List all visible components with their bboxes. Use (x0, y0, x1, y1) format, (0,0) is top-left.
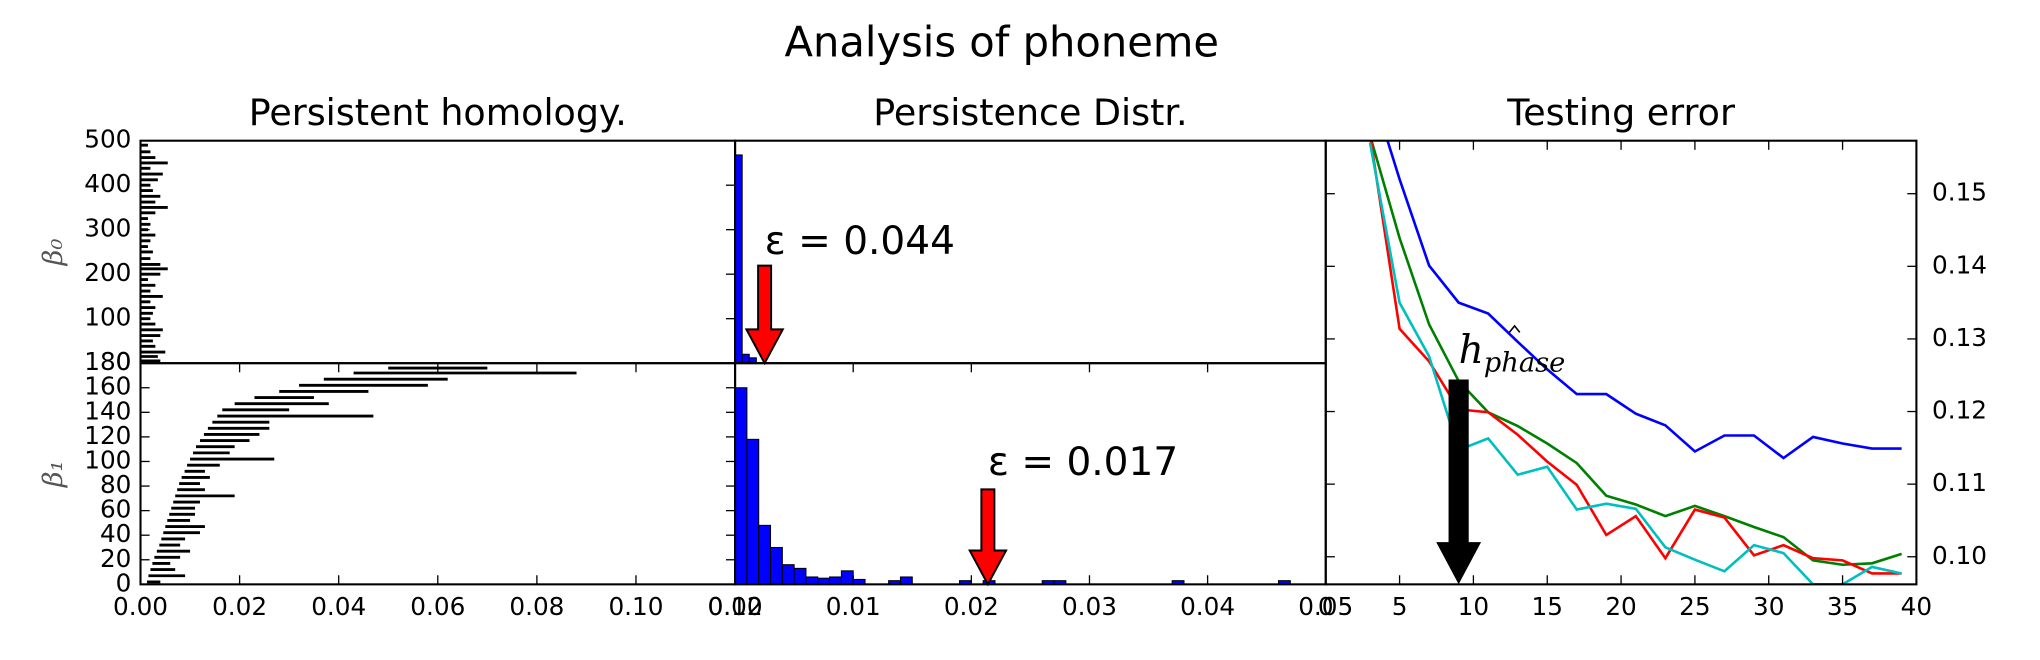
histogram-bar (735, 387, 748, 585)
y-tick-label: 0.15 (1932, 178, 1987, 207)
histogram-bar (829, 576, 842, 585)
annotation-label: hphase (1459, 328, 1566, 378)
y-tick-label: 200 (84, 258, 131, 287)
y-tick-label: 0.14 (1932, 250, 1987, 279)
annotation-arrow (1436, 379, 1482, 585)
histogram-bar (741, 353, 750, 364)
histogram-bar (769, 546, 783, 585)
y-tick-label: 400 (84, 169, 131, 198)
x-tick-label: 30 (1753, 592, 1784, 621)
y-axis-label: β₁ (38, 460, 69, 488)
x-tick-label: 5 (1392, 592, 1408, 621)
histogram-bar (840, 570, 854, 585)
y-tick-label: 0.13 (1932, 323, 1987, 352)
y-tick-label: 0.11 (1932, 468, 1987, 497)
plot-area (735, 154, 757, 364)
annotation-arrow (968, 488, 1008, 587)
annotation-label: ε = 0.044 (765, 219, 955, 264)
plot-area (140, 143, 168, 363)
histogram-bar (735, 154, 743, 364)
x-tick-label: 0.06 (410, 592, 465, 621)
y-tick-label: 140 (84, 396, 131, 425)
y-tick-label: 120 (84, 421, 131, 450)
histogram-bar (746, 438, 760, 585)
x-tick-label: 35 (1827, 592, 1858, 621)
y-tick-label: 20 (100, 544, 131, 573)
x-tick-label: 40 (1901, 592, 1932, 621)
x-tick-label: 0.08 (509, 592, 564, 621)
y-tick-label: 40 (100, 519, 131, 548)
x-tick-label: 0.10 (608, 592, 663, 621)
y-tick-label: 500 (84, 125, 131, 154)
histogram-bar (805, 576, 819, 585)
annotation-subscript: phase (1484, 347, 1566, 378)
y-tick-label: 80 (100, 470, 131, 499)
x-tick-label: 0.02 (944, 592, 999, 621)
panel-title: Persistent homology. (249, 91, 627, 134)
y-tick-label: 100 (84, 303, 131, 332)
x-tick-label: 0.03 (1062, 592, 1117, 621)
axes-frame (139, 362, 737, 586)
y-tick-label: 60 (100, 495, 131, 524)
y-tick-label: 0.10 (1932, 541, 1987, 570)
annotation-arrow (744, 264, 785, 366)
histogram-bar (899, 576, 913, 585)
x-tick-label: 0.01 (826, 592, 881, 621)
x-tick-label: 0.12 (708, 592, 763, 621)
plot-area (146, 366, 577, 584)
figure-title: Analysis of phoneme (785, 18, 1220, 67)
x-tick-label: 25 (1679, 592, 1710, 621)
x-tick-label: 15 (1532, 592, 1563, 621)
y-tick-label: 100 (84, 445, 131, 474)
x-tick-label: 10 (1458, 592, 1489, 621)
x-tick-label: 0.00 (113, 592, 168, 621)
panel-title: Testing error (1506, 91, 1735, 134)
y-tick-label: 0.12 (1932, 396, 1987, 425)
hat (1508, 324, 1521, 333)
histogram-bar (793, 567, 807, 585)
y-axis-label: β₀ (38, 239, 69, 267)
y-tick-label: 180 (84, 347, 131, 376)
y-tick-label: 0 (116, 568, 132, 597)
axes-frame (1324, 139, 1918, 586)
annotation-label: ε = 0.017 (988, 440, 1178, 485)
x-tick-label: 0.04 (311, 592, 366, 621)
y-tick-label: 300 (84, 214, 131, 243)
plot-area (735, 387, 1291, 585)
axes-frame (139, 139, 737, 365)
x-tick-label: 0 (1318, 592, 1334, 621)
y-tick-label: 0 (116, 347, 132, 376)
x-tick-label: 0.05 (1298, 592, 1353, 621)
x-tick-label: 0.02 (212, 592, 267, 621)
x-tick-label: 20 (1605, 592, 1636, 621)
histogram-bar (758, 524, 772, 585)
histogram-bar (781, 564, 795, 585)
annotation-main: h (1459, 328, 1484, 373)
x-tick-label: 0.04 (1180, 592, 1235, 621)
y-tick-label: 160 (84, 372, 131, 401)
series-line (1386, 140, 1902, 460)
panel-title: Persistence Distr. (873, 91, 1187, 134)
x-tick-label: 0.00 (708, 592, 763, 621)
